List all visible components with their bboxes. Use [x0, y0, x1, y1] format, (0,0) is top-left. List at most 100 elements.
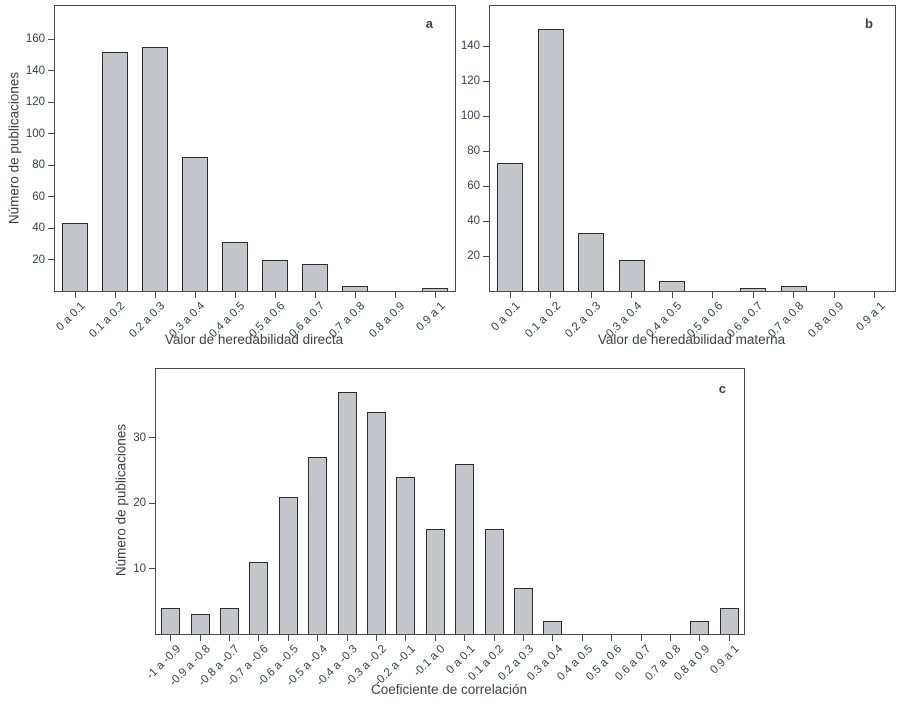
y-tick-mark — [48, 101, 54, 103]
x-tick-mark — [154, 292, 156, 298]
y-tick-mark — [483, 45, 489, 47]
y-tick-mark — [483, 150, 489, 152]
y-tick-label: 80 — [467, 145, 480, 158]
x-tick-mark — [523, 635, 524, 641]
y-tick-mark — [483, 115, 489, 117]
x-tick-mark — [194, 292, 196, 298]
x-tick-mark — [394, 292, 396, 298]
x-tick-mark — [509, 292, 511, 298]
x-tick-mark — [229, 635, 230, 641]
bar-c-19 — [720, 608, 739, 634]
x-tick-mark — [317, 635, 319, 641]
y-tick-label: 60 — [467, 180, 480, 193]
y-tick-mark — [48, 38, 54, 40]
bar-b-6 — [740, 288, 766, 291]
y-tick-mark — [483, 255, 489, 257]
panel-letter-b: b — [865, 16, 873, 31]
y-tick-label: 60 — [32, 190, 45, 203]
x-tick-mark — [552, 635, 554, 641]
x-tick-mark — [434, 292, 436, 298]
bar-c-1 — [191, 614, 210, 634]
x-tick-mark — [611, 635, 613, 641]
plot-area-c: c 10 20 30 -1 a -0.9 -0.9 a -0.8 -0.8 a -0.7-… — [133, 368, 745, 689]
x-tick-mark — [354, 292, 356, 298]
x-tick-label: 0 a 0.1 — [489, 300, 523, 334]
y-tick-mark — [149, 437, 155, 439]
x-tick-mark — [833, 292, 835, 298]
x-tick-mark — [874, 292, 876, 298]
y-tick-label: 40 — [32, 222, 45, 235]
y-tick-label: 10 — [133, 562, 146, 575]
plot-area-b: b 20 40 60 80 100 120 140 0 a 0.1 0.1 a 0.2 0.2 a… — [461, 5, 896, 340]
y-axis-title-c: Número de publicaciones — [113, 423, 129, 577]
y-tick-mark — [149, 568, 155, 570]
bar-c-5 — [308, 457, 327, 634]
x-tick-mark — [258, 635, 260, 641]
y-tick-label: 100 — [25, 127, 45, 140]
bar-c-13 — [543, 621, 562, 634]
bar-c-2 — [220, 608, 239, 634]
x-tick-mark — [590, 292, 592, 298]
y-tick-label: 20 — [467, 250, 480, 263]
bar-c-10 — [455, 464, 474, 634]
x-tick-mark — [346, 635, 348, 641]
x-tick-mark — [274, 292, 276, 298]
y-tick-mark — [48, 227, 54, 229]
bar-b-0 — [497, 163, 523, 291]
y-tick-label: 120 — [460, 75, 480, 88]
y-tick-mark — [483, 185, 489, 187]
x-tick-mark — [287, 635, 289, 641]
x-tick-mark — [670, 635, 671, 641]
bar-c-18 — [690, 621, 709, 634]
panel-letter-a: a — [425, 16, 433, 31]
x-tick-mark — [581, 635, 583, 641]
y-tick-mark — [149, 502, 155, 504]
bar-c-9 — [426, 529, 445, 634]
y-tick-label: 100 — [460, 110, 480, 123]
x-tick-mark — [170, 635, 172, 641]
y-tick-mark — [483, 80, 489, 82]
bar-a-5 — [262, 260, 288, 291]
x-axis-title-a: Valor de heredabilidad directa — [164, 332, 344, 347]
x-tick-mark — [631, 292, 633, 298]
y-tick-label: 120 — [25, 96, 45, 109]
bar-a-4 — [222, 242, 248, 291]
bar-a-0 — [62, 223, 88, 291]
y-tick-mark — [48, 259, 54, 260]
y-tick-mark — [483, 220, 489, 222]
y-tick-mark — [48, 133, 54, 135]
x-tick-mark — [114, 292, 116, 298]
x-tick-label: 0.9 a 1 — [853, 300, 888, 334]
x-tick-label: 0 a 0.1 — [54, 300, 88, 334]
x-tick-label: 0.9 a 1 — [414, 300, 448, 334]
bar-b-1 — [538, 29, 564, 291]
y-tick-label: 160 — [25, 33, 45, 46]
bar-c-12 — [514, 588, 533, 634]
x-tick-mark — [74, 292, 76, 298]
x-tick-mark — [234, 292, 236, 298]
bar-c-4 — [279, 497, 298, 634]
bar-a-7 — [342, 286, 368, 291]
bar-b-7 — [781, 286, 807, 291]
x-tick-mark — [493, 635, 495, 641]
x-tick-mark — [550, 292, 552, 298]
plot-area-a: a 20 40 60 80 100 120 140 160 0 a 0.1 0.1 a 0.2 0.… — [26, 5, 456, 340]
y-tick-mark — [48, 164, 54, 166]
y-tick-label: 20 — [133, 497, 146, 510]
y-tick-mark — [48, 196, 54, 198]
y-tick-label: 30 — [133, 431, 146, 444]
y-tick-label: 80 — [32, 159, 45, 172]
x-tick-mark — [376, 635, 377, 641]
x-axis-title-b: Valor de heredabilidad materna — [597, 332, 786, 347]
bar-b-3 — [619, 260, 645, 291]
x-tick-mark — [752, 292, 754, 298]
panel-letter-c: c — [718, 381, 726, 396]
x-tick-mark — [671, 292, 673, 298]
bar-a-9 — [422, 288, 448, 291]
bar-c-7 — [367, 412, 386, 634]
bar-c-0 — [161, 608, 180, 634]
x-tick-mark — [640, 635, 642, 641]
bar-c-8 — [396, 477, 415, 634]
y-tick-label: 40 — [467, 215, 480, 228]
